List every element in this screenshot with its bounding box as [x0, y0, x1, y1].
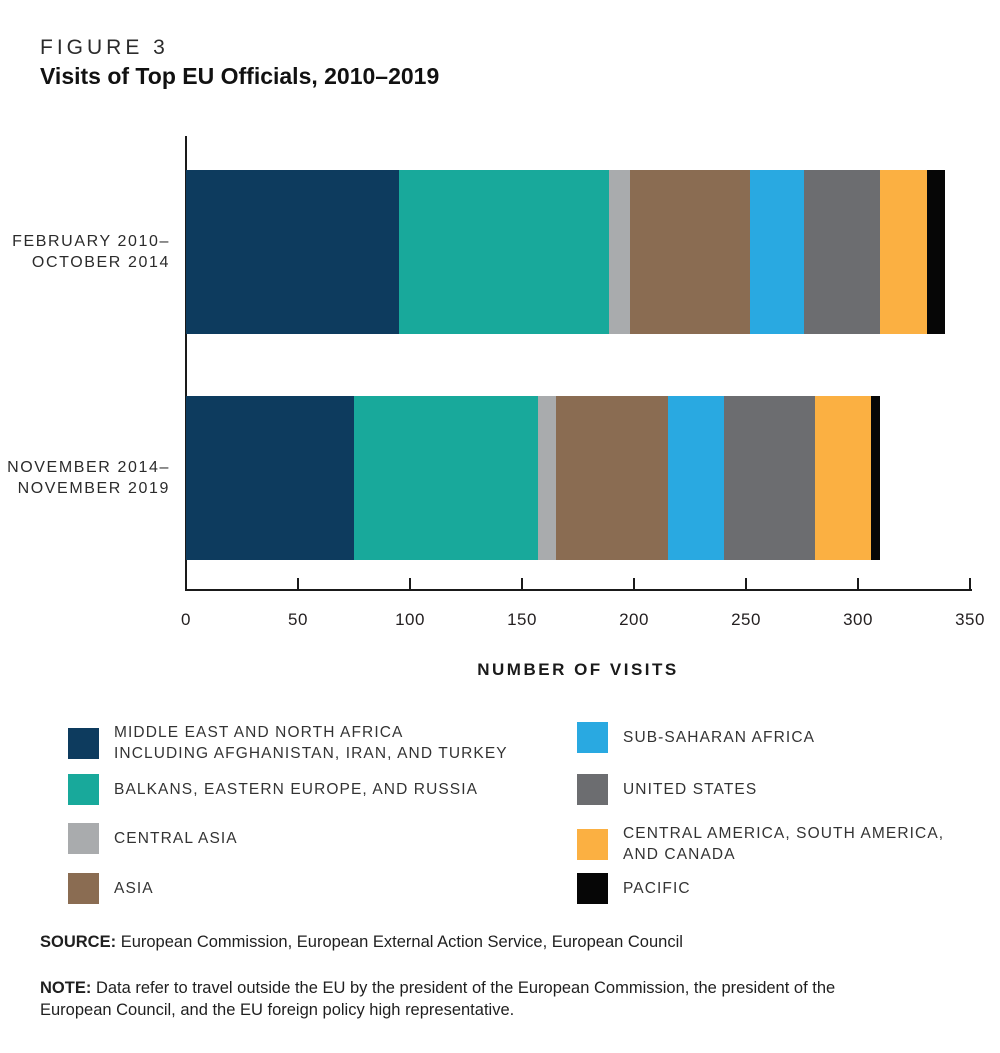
x-axis-tick-label-300: 300 [843, 610, 873, 629]
legend-swatch-subsaharan_africa [577, 722, 608, 753]
legend-swatch-united_states [577, 774, 608, 805]
legend-label-line: CENTRAL AMERICA, SOUTH AMERICA, [623, 825, 945, 842]
legend-swatch-central_asia [68, 823, 99, 854]
bar-segment-balkans [354, 396, 538, 560]
x-axis-title: NUMBER OF VISITS [477, 660, 679, 679]
bar-segment-subsaharan_africa [667, 396, 724, 560]
x-axis-tick-50 [297, 578, 299, 590]
legend-label-line: INCLUDING AFGHANISTAN, IRAN, AND TURKEY [114, 745, 508, 762]
legend-item-subsaharan_africa: SUB-SAHARAN AFRICA [577, 722, 815, 753]
legend-label-line: CENTRAL ASIA [114, 830, 238, 847]
bar-segment-united_states [723, 396, 816, 560]
legend-item-pacific: PACIFIC [577, 873, 691, 904]
legend-swatch-pacific [577, 873, 608, 904]
legend-item-balkans: BALKANS, EASTERN EUROPE, AND RUSSIA [68, 774, 478, 805]
source-text: European Commission, European External A… [120, 933, 683, 951]
bar-segment-central_asia [537, 396, 556, 560]
bar-segment-united_states [804, 170, 881, 334]
legend-item-united_states: UNITED STATES [577, 774, 757, 805]
x-axis-tick-label-250: 250 [731, 610, 761, 629]
bar-segment-central_america [880, 170, 928, 334]
bar-category-label: FEBRUARY 2010– OCTOBER 2014 [0, 170, 170, 334]
x-axis-tick-label-0: 0 [181, 610, 191, 629]
legend-label-line: ASIA [114, 880, 154, 897]
note-line: NOTE: Data refer to travel outside the E… [40, 977, 910, 1021]
x-axis-tick-250 [745, 578, 747, 590]
bar-segment-central_asia [609, 170, 630, 334]
x-axis-tick-150 [521, 578, 523, 590]
legend-label-united_states: UNITED STATES [623, 779, 757, 800]
legend-label-line: BALKANS, EASTERN EUROPE, AND RUSSIA [114, 781, 479, 798]
x-axis-tick-300 [857, 578, 859, 590]
page-title: Visits of Top EU Officials, 2010–2019 [40, 63, 440, 89]
legend-item-mena: MIDDLE EAST AND NORTH AFRICA INCLUDING AF… [68, 722, 508, 764]
note-text: Data refer to travel outside the EU by t… [40, 979, 836, 1019]
legend-label-pacific: PACIFIC [623, 878, 691, 899]
bar-category-label-line: NOVEMBER 2014– [7, 459, 170, 476]
legend-item-central_asia: CENTRAL ASIA [68, 823, 238, 854]
bar-segment-pacific [927, 170, 946, 334]
x-axis-tick-200 [633, 578, 635, 590]
bar-row-1: NOVEMBER 2014– NOVEMBER 2019 [0, 396, 1000, 560]
legend-label-central_america: CENTRAL AMERICA, SOUTH AMERICA, AND CANAD… [623, 823, 944, 865]
bar-segment-mena [186, 396, 354, 560]
legend-label-line: UNITED STATES [623, 781, 758, 798]
legend-label-line: SUB-SAHARAN AFRICA [623, 729, 816, 746]
x-axis-tick-350 [969, 578, 971, 590]
x-axis-tick-label-150: 150 [507, 610, 537, 629]
legend-item-asia: ASIA [68, 873, 154, 904]
legend-label-central_asia: CENTRAL ASIA [114, 828, 238, 849]
bar-segment-asia [555, 396, 668, 560]
legend-swatch-asia [68, 873, 99, 904]
legend-item-central_america: CENTRAL AMERICA, SOUTH AMERICA, AND CANAD… [577, 823, 944, 865]
bar-category-label: NOVEMBER 2014– NOVEMBER 2019 [0, 396, 170, 560]
legend-label-line: PACIFIC [623, 880, 691, 897]
x-axis-tick-label-350: 350 [955, 610, 985, 629]
bar-segment-central_america [815, 396, 872, 560]
legend-swatch-balkans [68, 774, 99, 805]
legend-label-line: AND CANADA [623, 846, 736, 863]
bar-segment-mena [186, 170, 399, 334]
bar-segment-subsaharan_africa [750, 170, 805, 334]
bar-category-label-line: FEBRUARY 2010– [12, 233, 170, 250]
bar-segment-pacific [871, 396, 881, 560]
bar-row-0: FEBRUARY 2010– OCTOBER 2014 [0, 170, 1000, 334]
source-line: SOURCE: European Commission, European Ex… [40, 931, 970, 953]
x-axis-tick-label-50: 50 [288, 610, 308, 629]
legend-label-mena: MIDDLE EAST AND NORTH AFRICA INCLUDING AF… [114, 722, 508, 764]
note-label: NOTE: [40, 979, 92, 997]
source-label: SOURCE: [40, 933, 117, 951]
legend-label-subsaharan_africa: SUB-SAHARAN AFRICA [623, 727, 815, 748]
y-axis-line [185, 136, 187, 591]
x-axis-tick-label-100: 100 [395, 610, 425, 629]
legend-label-asia: ASIA [114, 878, 154, 899]
x-axis-tick-label-200: 200 [619, 610, 649, 629]
x-axis-line [185, 589, 972, 591]
bar-category-label-line: NOVEMBER 2019 [17, 480, 170, 497]
legend-label-line: MIDDLE EAST AND NORTH AFRICA [114, 724, 404, 741]
bar-category-label-line: OCTOBER 2014 [31, 254, 170, 271]
bar-segment-balkans [398, 170, 610, 334]
legend-label-balkans: BALKANS, EASTERN EUROPE, AND RUSSIA [114, 779, 478, 800]
bar-segment-asia [629, 170, 751, 334]
figure-label: FIGURE 3 [40, 36, 169, 59]
x-axis-tick-100 [409, 578, 411, 590]
legend-swatch-mena [68, 727, 99, 759]
legend-swatch-central_america [577, 828, 608, 860]
